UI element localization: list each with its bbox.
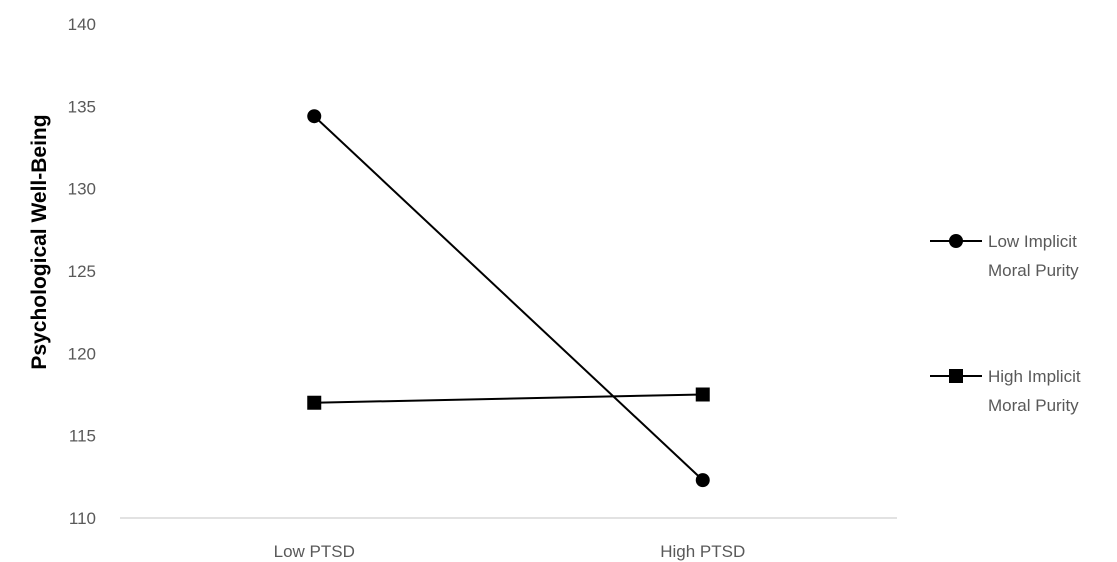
legend-item-2: High Implicit Moral Purity xyxy=(930,367,1081,415)
series-1 xyxy=(307,109,710,488)
x-tick-label: Low PTSD xyxy=(274,542,355,561)
y-axis-ticks: 110 115 120 125 130 135 140 xyxy=(68,15,96,528)
legend-marker xyxy=(949,234,963,248)
x-axis-ticks: Low PTSD High PTSD xyxy=(274,542,746,561)
series-1-point xyxy=(695,473,710,488)
y-tick-label: 135 xyxy=(68,97,96,116)
legend-label: Moral Purity xyxy=(988,261,1079,280)
legend-item-1: Low Implicit Moral Purity xyxy=(930,232,1079,280)
series-2-line xyxy=(314,393,703,404)
series-2 xyxy=(307,387,710,410)
y-tick-label: 140 xyxy=(68,15,96,34)
legend-label: High Implicit xyxy=(988,367,1081,386)
series-1-line xyxy=(313,115,704,481)
y-axis-label: Psychological Well-Being xyxy=(28,114,51,369)
series-2-point xyxy=(307,395,322,410)
y-tick-label: 130 xyxy=(68,180,96,199)
y-tick-label: 115 xyxy=(69,427,96,446)
plot-area xyxy=(307,109,710,488)
y-tick-label: 120 xyxy=(68,344,96,363)
legend: Low Implicit Moral Purity High Implicit Mor… xyxy=(930,232,1081,415)
series-1-point xyxy=(307,109,322,124)
legend-marker xyxy=(949,369,963,383)
y-tick-label: 125 xyxy=(68,262,96,281)
series-2-point xyxy=(695,387,710,402)
legend-label: Low Implicit xyxy=(988,232,1077,251)
x-tick-label: High PTSD xyxy=(660,542,745,561)
y-tick-label: 110 xyxy=(69,509,96,528)
legend-label: Moral Purity xyxy=(988,396,1079,415)
